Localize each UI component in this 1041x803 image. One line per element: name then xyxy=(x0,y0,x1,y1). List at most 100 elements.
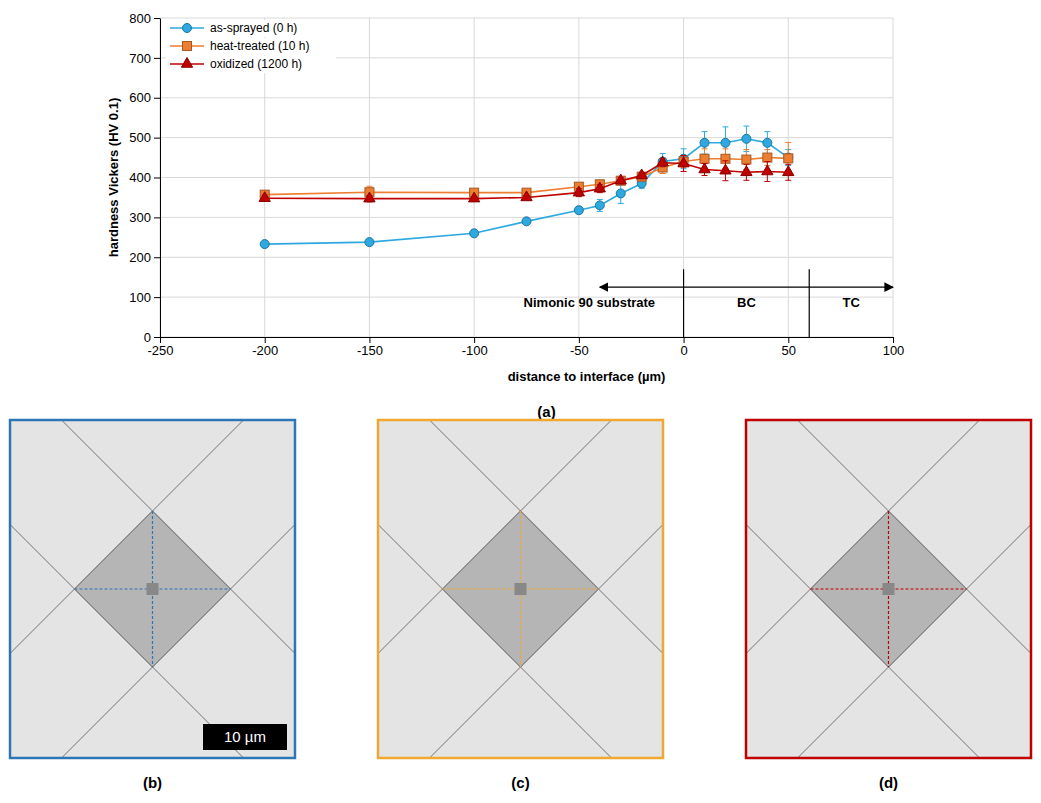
micrograph-frame xyxy=(746,420,1031,758)
micrograph-guide xyxy=(746,420,1031,758)
legend-label: as-sprayed (0 h) xyxy=(210,21,297,35)
data-point xyxy=(763,138,772,147)
panel-label: (b) xyxy=(143,774,162,791)
legend-bg xyxy=(166,38,336,55)
y-tick: 700 xyxy=(129,51,160,66)
y-tick-label: 700 xyxy=(129,51,151,66)
error-bar-part xyxy=(681,171,687,172)
x-tick: -150 xyxy=(357,337,383,358)
error-bar-part xyxy=(681,155,687,156)
micrograph-image xyxy=(378,420,663,758)
micrograph-guide xyxy=(10,420,295,758)
y-tick-mark xyxy=(154,178,160,179)
series xyxy=(260,126,793,249)
data-point xyxy=(742,134,751,143)
y-tick-mark xyxy=(154,217,160,218)
figure: -250-200-150-100-50050100010020030040050… xyxy=(0,0,1041,803)
grid-line-y xyxy=(160,97,893,98)
y-tick-mark xyxy=(154,98,160,99)
y-tick-mark xyxy=(154,337,160,338)
y-tick: 800 xyxy=(129,11,160,26)
legend-bg xyxy=(166,56,336,73)
data-point xyxy=(365,238,374,247)
y-tick-mark xyxy=(154,138,160,139)
error-bar-part xyxy=(743,164,749,165)
error-bar-part xyxy=(702,131,708,132)
error-bar-part xyxy=(702,175,708,176)
x-tick-mark xyxy=(369,337,370,343)
data-point xyxy=(522,217,531,226)
series-line xyxy=(265,139,789,244)
y-tick: 600 xyxy=(129,90,160,105)
x-tick: -200 xyxy=(252,337,278,358)
x-tick-mark xyxy=(684,337,685,343)
x-tick-label: -200 xyxy=(252,343,278,358)
micrograph-guide xyxy=(378,420,663,758)
x-tick-label: -50 xyxy=(570,343,589,358)
x-tick-mark xyxy=(893,337,894,343)
error-bar-part xyxy=(597,199,603,200)
y-tick-label: 100 xyxy=(129,290,151,305)
x-tick-label: 50 xyxy=(782,343,796,358)
error-bar-part xyxy=(722,160,728,161)
legend-marker xyxy=(183,24,192,33)
micrograph-image xyxy=(746,420,1031,758)
y-tick-label: 300 xyxy=(129,210,151,225)
x-tick-label: 0 xyxy=(680,343,687,358)
y-tick-label: 200 xyxy=(129,250,151,265)
error-bar-part xyxy=(764,131,770,132)
legend-label: heat-treated (10 h) xyxy=(210,39,309,53)
scale-bar-box xyxy=(203,724,287,750)
grid-line-x xyxy=(578,18,579,337)
data-point xyxy=(720,164,731,174)
data-point xyxy=(721,138,730,147)
legend: as-sprayed (0 h)heat-treated (10 h)oxidi… xyxy=(166,20,336,73)
data-point xyxy=(616,189,625,198)
data-point xyxy=(573,186,584,196)
error-bar-part xyxy=(660,153,666,154)
error-bar-part xyxy=(743,149,749,150)
error-bar-part xyxy=(722,148,728,149)
indent xyxy=(75,511,231,667)
x-tick: 100 xyxy=(883,337,905,358)
data-point xyxy=(574,206,583,215)
error-bar-part xyxy=(764,149,770,150)
region-label: TC xyxy=(842,295,860,310)
error-bar-part xyxy=(366,186,372,187)
data-point xyxy=(742,155,751,164)
micrograph xyxy=(489,111,1041,803)
micrograph-ground xyxy=(746,420,1031,758)
error-bar-part xyxy=(785,142,791,143)
y-tick-mark xyxy=(154,297,160,298)
micrograph-guide xyxy=(746,420,1031,758)
error-bar-part xyxy=(681,148,687,149)
data-point xyxy=(595,201,604,210)
grid-line-y xyxy=(160,137,893,138)
grid-line-y xyxy=(160,337,893,338)
y-tick: 100 xyxy=(129,290,160,305)
y-tick-mark xyxy=(154,58,160,59)
panel-label: (d) xyxy=(879,774,898,791)
x-axis: -250-200-150-100-50050100 xyxy=(147,337,904,358)
data-point xyxy=(470,229,479,238)
error-bar-part xyxy=(785,164,791,165)
micrograph-guide xyxy=(746,420,1031,758)
error-bar-part xyxy=(618,203,624,204)
x-axis-line xyxy=(161,337,894,338)
y-tick-mark xyxy=(154,18,160,19)
y-tick-label: 600 xyxy=(129,90,151,105)
region-label: Nimonic 90 substrate xyxy=(524,295,656,310)
y-tick-label: 800 xyxy=(129,11,151,26)
data-point xyxy=(364,192,375,202)
micrograph-guide xyxy=(378,420,663,758)
error-bar-part xyxy=(660,173,666,174)
data-point xyxy=(615,174,626,184)
micrograph-ground xyxy=(378,420,663,758)
data-point xyxy=(763,153,772,162)
error-bar-part xyxy=(702,148,708,149)
region-boundary xyxy=(683,269,684,337)
y-axis-title: hardness Vickers (HV 0.1) xyxy=(106,98,121,257)
y-axis: 0100200300400500600700800 xyxy=(129,11,160,345)
y-tick: 500 xyxy=(129,130,160,145)
data-point xyxy=(762,165,773,175)
